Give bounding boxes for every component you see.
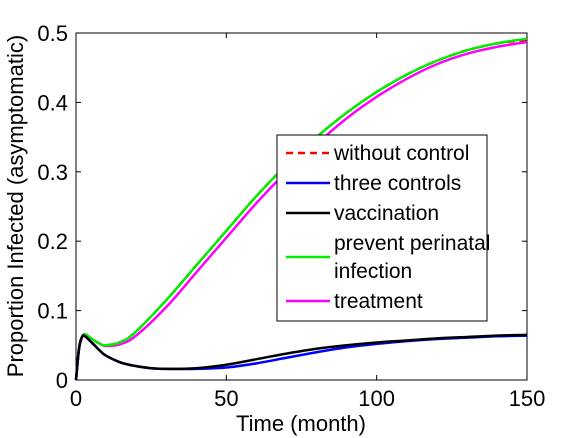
y-tick-label: 0.3 (37, 160, 68, 185)
x-axis-label: Time (month) (236, 411, 366, 436)
legend-label-vaccination: vaccination (334, 202, 439, 225)
series-line-prevent-perinatal-infection (74, 37, 528, 381)
y-tick-label: 0.1 (37, 299, 68, 324)
y-ticks: 0 0.1 0.2 0.3 0.4 0.5 (37, 21, 527, 393)
x-tick-label: 150 (509, 386, 546, 411)
series-layer (74, 37, 528, 381)
legend-label-treatment: treatment (334, 290, 423, 313)
y-axis-label: Proportion Infected (asymptomatic) (3, 35, 28, 377)
legend-label-prevent-perinatal: prevent perinatal (334, 232, 490, 255)
x-tick-label: 0 (70, 386, 82, 411)
legend-label-three-controls: three controls (334, 172, 461, 195)
x-tick-label: 100 (358, 386, 395, 411)
series-line-vaccination (74, 333, 528, 381)
legend-label-without-control: without control (333, 142, 469, 165)
y-tick-label: 0 (56, 368, 68, 393)
x-tick-label: 50 (214, 386, 238, 411)
legend-box (276, 134, 488, 322)
legend: without control three controls vaccinati… (276, 134, 490, 322)
legend-label-infection: infection (334, 260, 412, 283)
y-tick-label: 0.5 (37, 21, 68, 46)
y-tick-label: 0.2 (37, 229, 68, 254)
x-ticks: 0 50 100 150 (70, 33, 545, 411)
y-tick-label: 0.4 (37, 90, 68, 115)
